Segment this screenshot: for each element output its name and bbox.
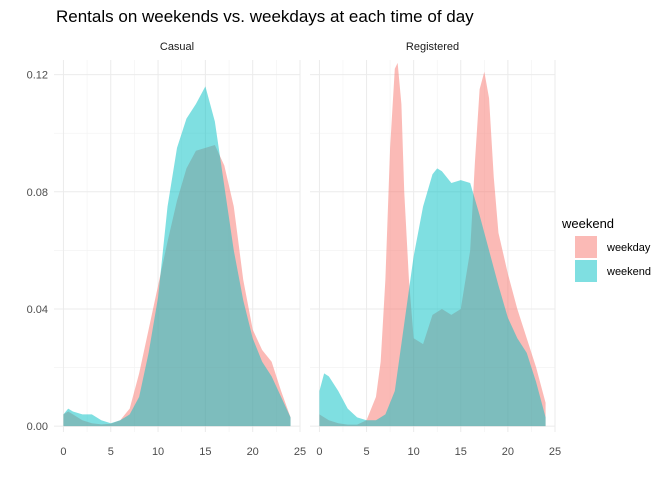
legend-label-weekday: weekday <box>606 242 651 254</box>
x-tick-label: 15 <box>199 446 211 458</box>
legend-key-weekday <box>575 236 597 258</box>
chart-title: Rentals on weekends vs. weekdays at each… <box>56 7 474 26</box>
x-tick-label: 20 <box>247 446 259 458</box>
x-tick-label: 5 <box>363 446 369 458</box>
y-tick-label: 0.04 <box>27 304 48 316</box>
x-tick-label: 20 <box>502 446 514 458</box>
facet-label: Registered <box>406 41 459 53</box>
legend: weekend weekday weekend <box>561 216 651 282</box>
y-tick-label: 0.00 <box>27 421 48 433</box>
x-tick-label: 0 <box>60 446 66 458</box>
x-tick-label: 0 <box>316 446 322 458</box>
y-tick-label: 0.12 <box>27 70 48 82</box>
x-tick-label: 10 <box>152 446 164 458</box>
y-tick-label: 0.08 <box>27 187 48 199</box>
panel-registered: Registered 0 5 10 15 20 25 <box>310 41 561 458</box>
density-area-weekend <box>319 168 546 427</box>
facet-label: Casual <box>160 41 194 53</box>
x-tick-label: 25 <box>294 446 306 458</box>
density-area-weekend <box>63 86 291 427</box>
legend-key-weekend <box>575 260 597 282</box>
x-tick-label: 5 <box>108 446 114 458</box>
x-tick-label: 15 <box>455 446 467 458</box>
x-tick-label: 25 <box>549 446 561 458</box>
legend-title: weekend <box>561 216 614 231</box>
legend-label-weekend: weekend <box>606 266 651 278</box>
panel-casual: Casual 0 5 10 15 20 25 <box>54 41 306 458</box>
x-tick-label: 10 <box>408 446 420 458</box>
